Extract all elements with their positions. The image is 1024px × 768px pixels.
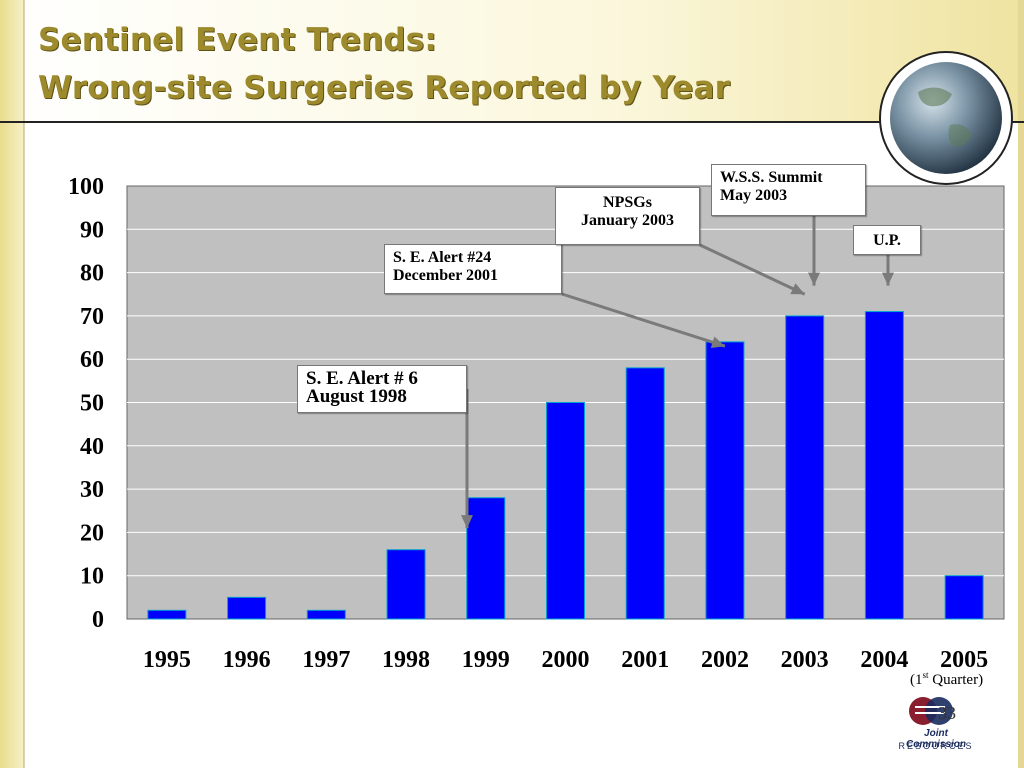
bar-2001 xyxy=(625,367,665,620)
slide-title-line2: Wrong-site Surgeries Reported by Year xyxy=(38,70,731,106)
footnote-quarter: (1st Quarter) xyxy=(910,670,984,688)
x-tick-label: 1995 xyxy=(143,647,191,673)
bar-2005 xyxy=(944,575,984,620)
x-tick-label: 1998 xyxy=(382,647,430,673)
callout-line2: August 1998 xyxy=(306,386,407,407)
callout-line1: NPSGs xyxy=(603,194,652,211)
y-tick-label: 0 xyxy=(92,607,104,633)
x-tick-label: 2000 xyxy=(542,647,590,673)
callout-npsgs: NPSGs January 2003 xyxy=(555,187,700,245)
callout-up: U.P. xyxy=(853,225,921,255)
callout-se-alert-24: S. E. Alert #24 December 2001 xyxy=(384,244,562,294)
callout-line1: S. E. Alert # 6 xyxy=(306,368,418,389)
annotation-arrowhead xyxy=(461,515,473,529)
annotation-arrowhead xyxy=(710,336,725,348)
y-tick-label: 30 xyxy=(80,477,104,503)
callout-line2: May 2003 xyxy=(720,187,788,204)
x-tick-label: 1997 xyxy=(302,647,350,673)
callout-wss-summit: W.S.S. Summit May 2003 xyxy=(711,164,866,216)
annotation-arrowhead xyxy=(790,283,805,295)
callout-line2: January 2003 xyxy=(581,212,674,229)
annotation-arrows xyxy=(461,216,894,529)
annotation-arrow-line xyxy=(699,243,806,296)
joint-commission-logo: Joint Commission RESOURCES xyxy=(893,695,979,755)
x-tick-label: 2002 xyxy=(701,647,749,673)
page-number: 33 xyxy=(938,703,956,723)
y-tick-label: 90 xyxy=(80,217,104,243)
y-tick-label: 10 xyxy=(80,564,104,590)
y-tick-label: 40 xyxy=(80,434,104,460)
callout-line1: U.P. xyxy=(873,232,901,249)
chart-bars xyxy=(147,311,984,620)
bar-2004 xyxy=(864,311,904,620)
x-tick-label: 1999 xyxy=(462,647,510,673)
logo-icon xyxy=(909,697,953,725)
callout-line2: December 2001 xyxy=(393,267,498,284)
annotation-arrowhead xyxy=(808,272,820,286)
x-tick-label: 1996 xyxy=(223,647,271,673)
y-tick-label: 60 xyxy=(80,347,104,373)
x-tick-label: 2003 xyxy=(781,647,829,673)
y-tick-label: 50 xyxy=(80,391,104,417)
bar-2000 xyxy=(546,402,585,620)
annotation-arrow-line xyxy=(561,292,726,348)
x-tick-label: 2001 xyxy=(621,647,669,673)
annotation-arrowhead xyxy=(882,272,894,286)
y-tick-label: 20 xyxy=(80,520,104,546)
bar-1995 xyxy=(147,609,187,620)
logo-text-line1: Joint Commission xyxy=(905,728,966,750)
bar-1998 xyxy=(386,549,426,620)
bar-1997 xyxy=(306,609,346,620)
y-tick-label: 80 xyxy=(80,261,104,287)
bar-1999 xyxy=(466,497,506,620)
y-tick-label: 70 xyxy=(80,304,104,330)
y-axis-ticks: 0 10 20 30 40 50 60 70 80 90 100 xyxy=(68,174,104,633)
bar-2002 xyxy=(705,341,745,620)
callout-line1: W.S.S. Summit xyxy=(720,169,823,186)
x-axis-ticks: 1995 1996 1997 1998 1999 2000 2001 2002 2003 2004… xyxy=(143,647,988,673)
x-tick-label: 2004 xyxy=(860,647,908,673)
x-tick-label: 2005 xyxy=(940,647,988,673)
y-tick-label: 100 xyxy=(68,174,104,200)
logo-text-line2: RESOURCES xyxy=(898,741,974,751)
bar-2003 xyxy=(785,315,825,620)
slide-title-line1: Sentinel Event Trends: xyxy=(38,22,438,58)
callout-line1: S. E. Alert #24 xyxy=(393,249,492,266)
bar-1996 xyxy=(227,596,267,620)
callout-se-alert-6: S. E. Alert # 6 August 1998 xyxy=(297,365,467,413)
